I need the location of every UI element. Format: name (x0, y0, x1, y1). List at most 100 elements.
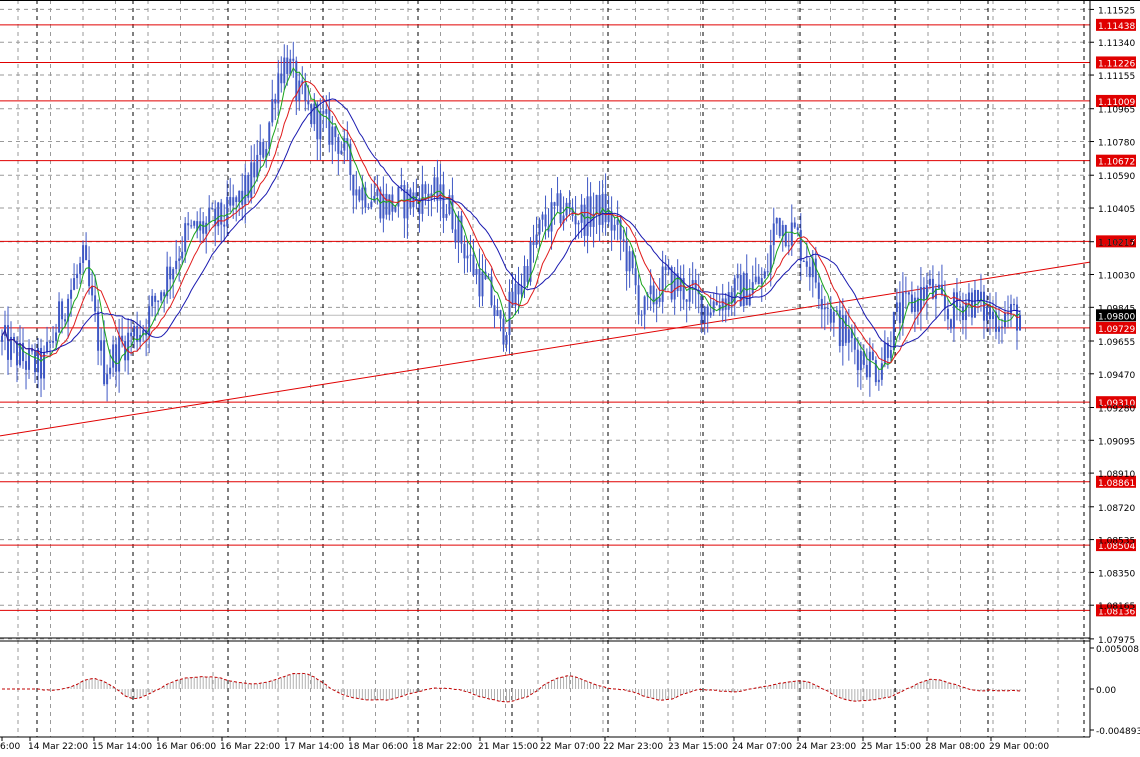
x-tick-label: 22 Mar 23:00 (603, 742, 663, 752)
candle-body (394, 206, 397, 212)
candle-body (478, 268, 481, 297)
candle-body (592, 213, 595, 227)
candle-body (175, 260, 178, 270)
candle-body (169, 266, 172, 280)
candle-body (904, 292, 907, 294)
candle-body (76, 273, 79, 279)
candle-body (931, 278, 934, 299)
candle-body (577, 222, 580, 225)
candle-body (184, 223, 187, 252)
candle-body (88, 260, 91, 287)
candle-body (415, 192, 418, 198)
x-tick-label: 16 Mar 06:00 (156, 742, 216, 752)
candle-body (73, 278, 76, 290)
candle-body (313, 103, 316, 125)
candle-body (616, 219, 619, 225)
candle-body (397, 187, 400, 207)
candle-body (511, 291, 514, 306)
current-price-label: 1.09800 (1098, 312, 1135, 322)
candle-body (25, 361, 28, 370)
candle-body (712, 301, 715, 313)
current-price-label-bg (1096, 309, 1136, 322)
candle-body (331, 126, 334, 145)
candle-body (679, 278, 682, 292)
candle-body (475, 268, 478, 275)
candle-body (190, 225, 193, 227)
candle-body (217, 202, 220, 227)
candle-body (250, 162, 253, 198)
candle-body (262, 141, 265, 158)
level-label: 1.08861 (1098, 479, 1135, 489)
candle-body (346, 138, 349, 144)
candle-body (922, 286, 925, 300)
candle-body (40, 347, 43, 379)
x-tick-label: 22 Mar 07:00 (540, 742, 600, 752)
candle-body (1003, 313, 1006, 327)
candle-body (595, 194, 598, 214)
candle-body (199, 221, 202, 231)
candle-body (355, 189, 358, 196)
candle-body (625, 241, 628, 272)
x-tick-label: 28 Mar 08:00 (925, 742, 985, 752)
candle-body (973, 290, 976, 318)
x-tick-label: 16 Mar 22:00 (220, 742, 280, 752)
candle-body (631, 251, 634, 269)
candle-body (472, 254, 475, 275)
candle-body (574, 215, 577, 225)
indicator-tick-label: -0.004893 (1096, 727, 1140, 737)
y-tick-label: 1.09845 (1098, 304, 1135, 314)
y-tick-label: 1.10030 (1098, 272, 1135, 282)
candle-body (100, 340, 103, 351)
candle-body (571, 207, 574, 216)
level-label: 1.09729 (1098, 325, 1135, 335)
candle-body (16, 340, 19, 366)
candle-body (985, 306, 988, 321)
candle-body (106, 374, 109, 385)
candle-body (247, 174, 250, 198)
candle-body (496, 310, 499, 317)
candle-body (418, 197, 421, 214)
candle-body (172, 269, 175, 280)
candle-body (94, 295, 97, 312)
candle-body (52, 340, 55, 343)
candle-body (829, 308, 832, 323)
candle-body (1019, 314, 1021, 331)
candle-body (484, 271, 487, 280)
level-label-bg (1096, 154, 1136, 167)
candle-body (649, 285, 652, 295)
candle-body (490, 276, 493, 306)
candle-body (364, 187, 367, 208)
candle-body (295, 60, 298, 101)
candle-body (703, 306, 706, 324)
candle-body (979, 291, 982, 302)
candle-body (538, 219, 541, 235)
candle-body (880, 363, 883, 380)
candle-body (223, 224, 226, 227)
x-tick-label: 24 Mar 07:00 (732, 742, 792, 752)
y-tick-label: 1.10405 (1098, 205, 1135, 215)
candle-body (226, 196, 229, 227)
candle-body (118, 335, 121, 372)
candle-body (553, 202, 556, 206)
candle-body (283, 57, 286, 84)
candle-body (835, 310, 838, 312)
candle-body (322, 110, 325, 114)
candle-body (205, 222, 208, 234)
candle-body (883, 342, 886, 364)
candle-body (370, 201, 373, 208)
candle-body (685, 299, 688, 302)
x-tick-label: 14 Mar 22:00 (28, 742, 88, 752)
y-tick-label: 1.08910 (1098, 470, 1135, 480)
candle-body (436, 177, 439, 201)
candle-body (529, 241, 532, 282)
candle-body (31, 348, 34, 352)
candle-body (838, 310, 841, 346)
candle-body (466, 255, 469, 259)
candle-body (766, 271, 769, 273)
candle-body (277, 73, 280, 104)
candle-body (517, 283, 520, 295)
candle-body (700, 294, 703, 324)
candle-body (166, 266, 169, 297)
candle-body (925, 285, 928, 300)
